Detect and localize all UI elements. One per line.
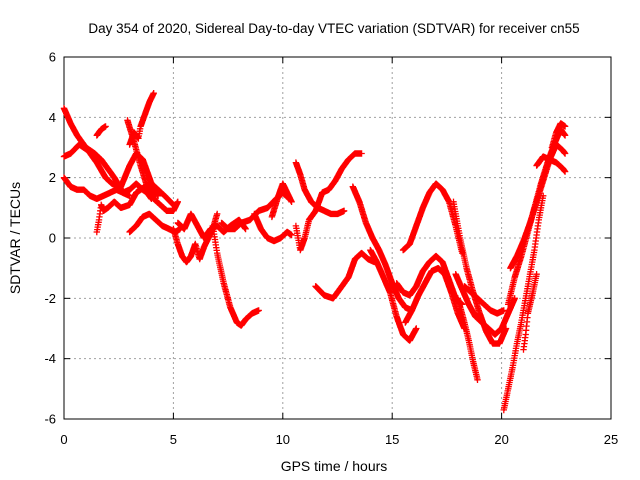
y-tick-label: 0 — [49, 231, 56, 246]
marker-path — [500, 192, 547, 414]
marker-path — [93, 123, 109, 139]
x-tick-label: 10 — [276, 432, 290, 447]
marker-path — [209, 222, 262, 329]
series-arc-27 — [500, 192, 547, 414]
series-arc-25 — [452, 271, 518, 338]
x-tick-label: 5 — [170, 432, 177, 447]
grid — [64, 57, 611, 419]
series-arc-10 — [174, 210, 249, 242]
marker-path — [251, 210, 295, 245]
series-arc-29 — [507, 141, 569, 272]
series-arc-5 — [93, 123, 109, 139]
series-arc-26 — [461, 283, 507, 317]
y-tick-label: 6 — [49, 50, 56, 65]
series-arc-13 — [251, 210, 295, 245]
marker-path — [452, 271, 518, 338]
marker-path — [520, 271, 540, 353]
marker-path — [292, 150, 365, 254]
y-axis-label: SDTVAR / TECUs — [7, 182, 23, 294]
marker-path — [124, 117, 181, 214]
series-arc-32 — [548, 120, 569, 151]
x-axis-label: GPS time / hours — [281, 458, 388, 474]
y-tick-label: -6 — [44, 412, 56, 427]
marker-path — [268, 180, 295, 221]
series-arc-7 — [124, 117, 181, 214]
series-arc-22 — [402, 265, 468, 332]
series-arc-11 — [209, 222, 262, 329]
y-tick-label: 2 — [49, 170, 56, 185]
x-tick-label: 0 — [60, 432, 67, 447]
marker-path — [174, 210, 249, 242]
series-arc-18 — [349, 183, 416, 314]
series-arc-19 — [367, 246, 420, 344]
marker-path — [454, 295, 481, 383]
marker-path — [533, 153, 569, 175]
series-arc-3 — [60, 174, 133, 202]
axis-ticks: 0 5 10 15 20 25 -6 -4 -2 0 2 4 6 — [44, 50, 618, 448]
x-tick-label: 20 — [494, 432, 508, 447]
series-arc-14 — [268, 180, 295, 221]
series-arc-31 — [533, 153, 569, 175]
series-arc-17 — [312, 249, 378, 302]
marker-path — [367, 246, 420, 344]
marker-path — [548, 120, 569, 151]
marker-path — [349, 183, 416, 314]
y-tick-label: 4 — [49, 110, 56, 125]
y-tick-label: -4 — [44, 351, 56, 366]
marker-path — [60, 174, 133, 202]
x-tick-label: 15 — [385, 432, 399, 447]
marker-path — [312, 249, 378, 302]
series-arc-30 — [520, 271, 540, 353]
y-tick-label: -2 — [44, 291, 56, 306]
x-tick-label: 25 — [604, 432, 618, 447]
data-markers — [60, 90, 569, 414]
marker-path — [507, 141, 569, 272]
chart-title: Day 354 of 2020, Sidereal Day-to-day VTE… — [88, 21, 579, 36]
marker-path — [402, 265, 468, 332]
marker-path — [461, 283, 507, 317]
series-arc-24 — [454, 295, 481, 383]
series-arc-16 — [292, 150, 365, 254]
